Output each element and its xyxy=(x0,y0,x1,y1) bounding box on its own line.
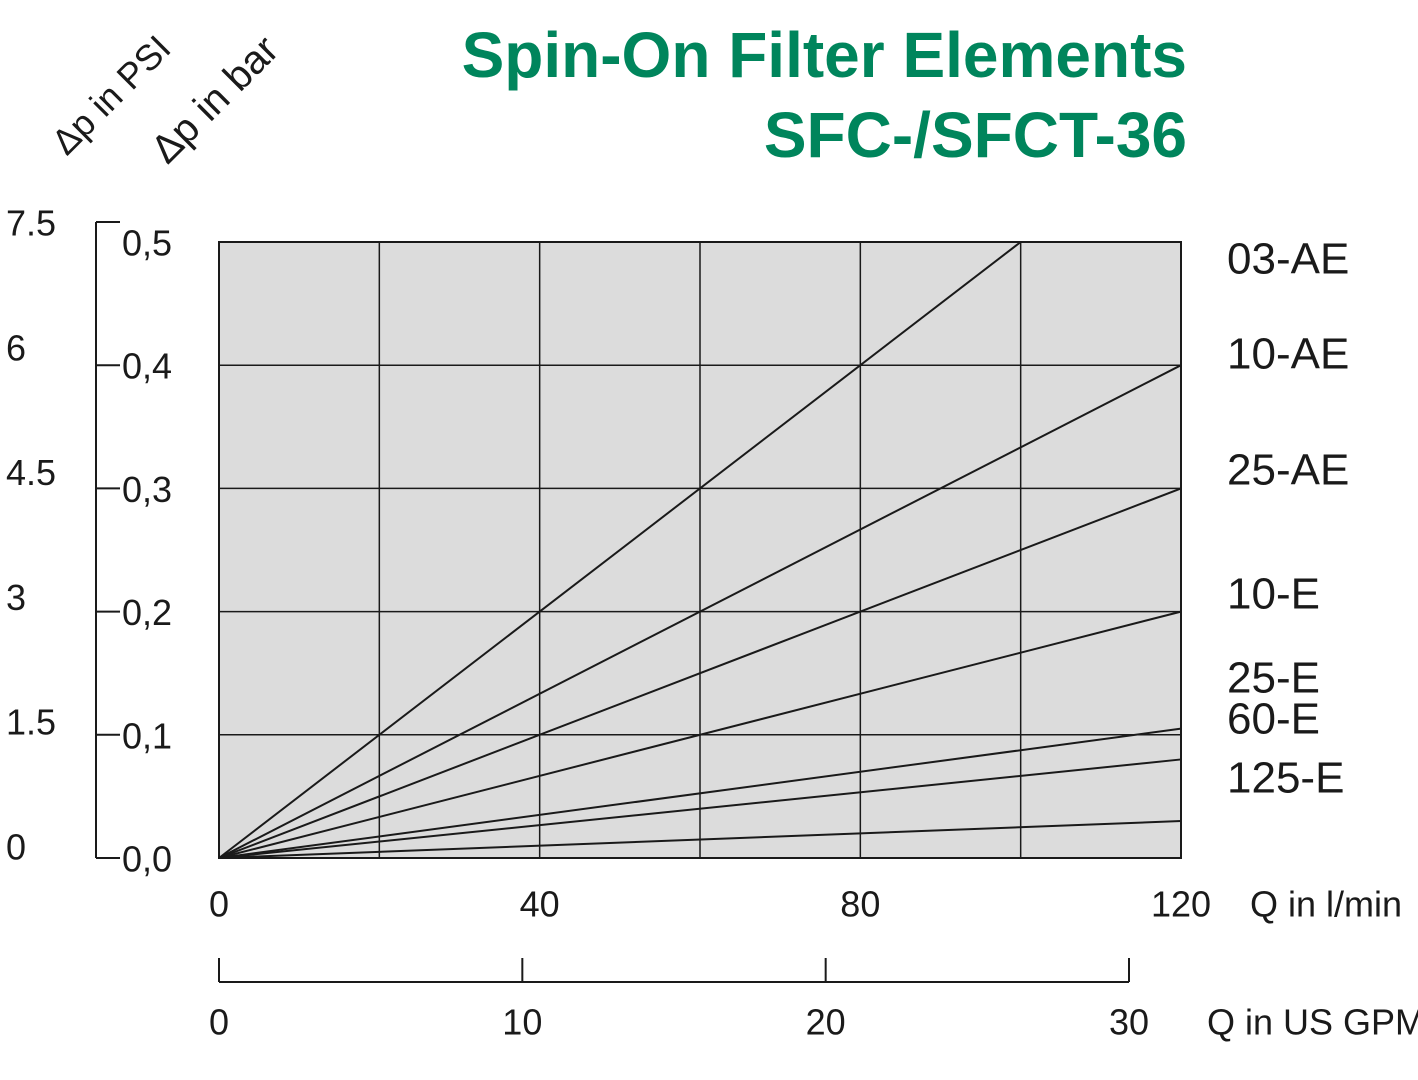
series-line xyxy=(218,487,1182,859)
y2-tick-label: 3 xyxy=(6,577,26,618)
x2-tick-label: 10 xyxy=(502,1002,542,1043)
x-axis-title: Q in l/min xyxy=(1250,884,1402,925)
y-tick-label: 0,4 xyxy=(122,346,172,387)
x-tick-label: 80 xyxy=(840,884,880,925)
x-tick-label: 40 xyxy=(520,884,560,925)
y-tick-label: 0,1 xyxy=(122,715,172,756)
series-line xyxy=(218,364,1182,859)
chart-subtitle: SFC-/SFCT-36 xyxy=(764,99,1187,171)
x2-tick-label: 30 xyxy=(1109,1002,1149,1043)
series-line xyxy=(218,758,1182,859)
y-tick-label: 0,3 xyxy=(122,469,172,510)
y2-tick-label: 1.5 xyxy=(6,702,56,743)
series-label: 25-E xyxy=(1227,654,1320,703)
series-label: 25-AE xyxy=(1227,446,1349,495)
series-label: 125-E xyxy=(1227,754,1344,803)
series-label: 60-E xyxy=(1227,695,1320,744)
y-tick-label: 0,5 xyxy=(122,223,172,264)
y-tick-label: 0,0 xyxy=(122,839,172,880)
y-tick-label: 0,2 xyxy=(122,592,172,633)
series-line xyxy=(218,727,1182,859)
x2-axis-title: Q in US GPM xyxy=(1207,1002,1418,1043)
x-tick-label: 0 xyxy=(209,884,229,925)
series-label: 03-AE xyxy=(1227,235,1349,284)
chart-title: Spin-On Filter Elements xyxy=(462,19,1187,91)
x2-tick-label: 0 xyxy=(209,1002,229,1043)
series-line xyxy=(218,820,1182,859)
x-tick-label: 120 xyxy=(1151,884,1211,925)
y2-tick-label: 4.5 xyxy=(6,452,56,493)
y2-tick-label: 6 xyxy=(6,327,26,368)
x2-tick-label: 20 xyxy=(806,1002,846,1043)
series-line xyxy=(218,610,1182,859)
series-line xyxy=(218,241,1022,859)
series-label: 10-AE xyxy=(1227,330,1349,379)
y2-tick-label: 7.5 xyxy=(6,203,56,244)
y2-tick-label: 0 xyxy=(6,827,26,868)
series-label: 10-E xyxy=(1227,570,1320,619)
